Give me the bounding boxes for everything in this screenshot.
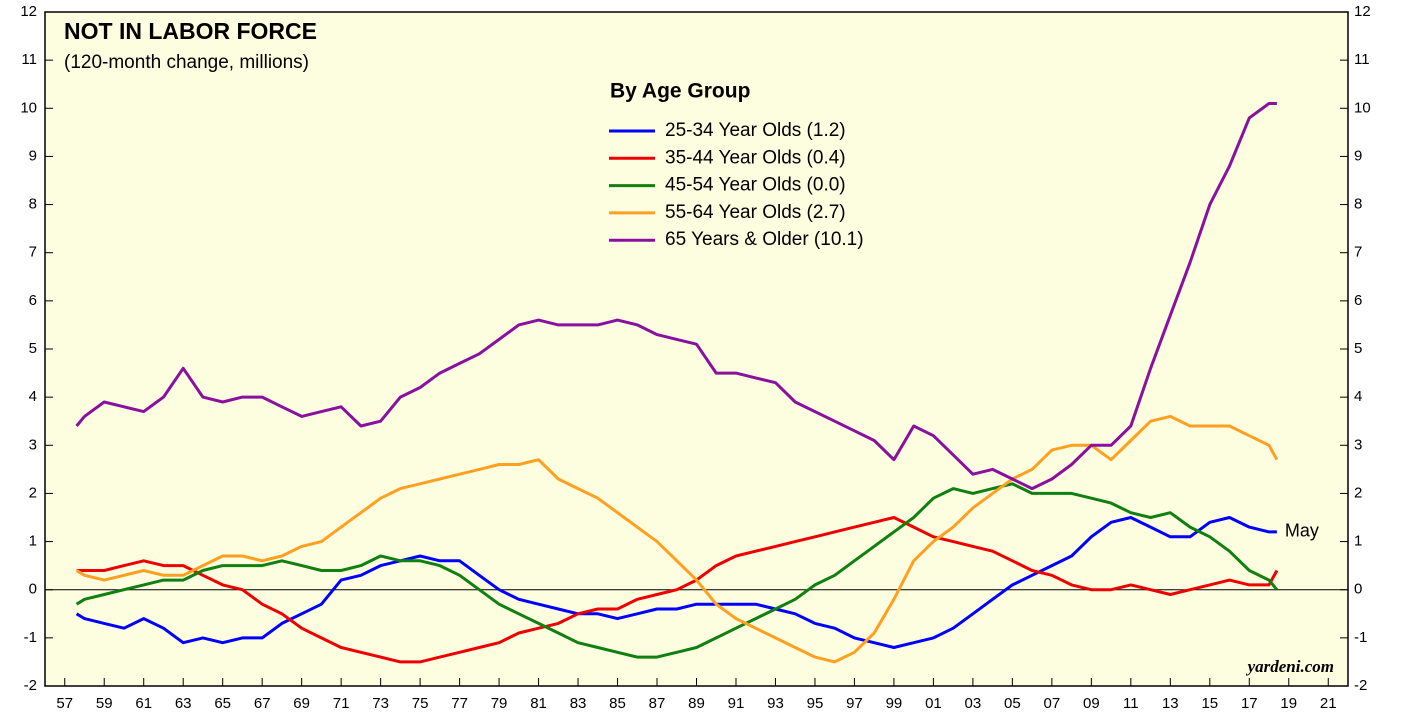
y2-tick-label: 7 (1354, 244, 1362, 261)
y-tick-label: 8 (29, 196, 37, 213)
series-line (75, 102, 1277, 491)
legend-label: 45-54 Year Olds (0.0) (665, 175, 846, 196)
y-tick-label: 11 (21, 51, 37, 68)
series-line (75, 482, 1279, 659)
y2-tick-label: 12 (1354, 3, 1371, 20)
y2-tick-label: 8 (1354, 196, 1362, 213)
y2-tick-label: 6 (1354, 292, 1362, 309)
x-tick-label: 69 (293, 695, 310, 712)
y-tick-label: 6 (29, 292, 37, 309)
x-tick-label: 21 (1320, 695, 1337, 712)
y-tick-label: 1 (29, 533, 37, 550)
x-tick-label: 93 (767, 695, 784, 712)
y2-tick-label: 4 (1354, 388, 1362, 405)
x-tick-label: 83 (570, 695, 587, 712)
legend-title: By Age Group (610, 80, 750, 103)
y-tick-label: 9 (29, 147, 37, 164)
y-tick-label: 4 (29, 388, 37, 405)
x-tick-label: 19 (1280, 695, 1297, 712)
y2-tick-label: 9 (1354, 147, 1362, 164)
x-tick-label: 79 (491, 695, 508, 712)
x-tick-label: 65 (214, 695, 231, 712)
x-tick-label: 71 (333, 695, 350, 712)
y-tick-label: 10 (20, 99, 37, 116)
chart-subtitle: (120-month change, millions) (64, 52, 309, 73)
x-tick-label: 59 (96, 695, 113, 712)
y2-tick-label: -2 (1354, 677, 1367, 694)
x-tick-label: 99 (886, 695, 903, 712)
x-tick-label: 13 (1162, 695, 1179, 712)
x-tick-label: 85 (609, 695, 626, 712)
x-tick-label: 09 (1083, 695, 1100, 712)
x-tick-label: 17 (1241, 695, 1258, 712)
x-tick-label: 91 (728, 695, 745, 712)
x-tick-label: 77 (451, 695, 468, 712)
x-tick-label: 97 (846, 695, 863, 712)
y-tick-label: 3 (29, 436, 37, 453)
y2-tick-label: 10 (1354, 99, 1371, 116)
legend-label: 65 Years & Older (10.1) (665, 229, 864, 250)
x-tick-label: 89 (688, 695, 705, 712)
legend-label: 25-34 Year Olds (1.2) (665, 120, 846, 141)
x-tick-label: 03 (965, 695, 982, 712)
legend-label: 35-44 Year Olds (0.4) (665, 147, 846, 168)
x-tick-label: 75 (412, 695, 429, 712)
x-tick-label: 07 (1044, 695, 1061, 712)
series-line (75, 516, 1277, 649)
y2-tick-label: 2 (1354, 484, 1362, 501)
x-tick-label: 63 (175, 695, 192, 712)
y-tick-label: 2 (29, 484, 37, 501)
chart-title: NOT IN LABOR FORCE (64, 18, 317, 44)
series-line (76, 516, 1279, 664)
x-tick-label: 95 (807, 695, 824, 712)
end-label: May (1285, 521, 1319, 541)
x-tick-label: 81 (530, 695, 547, 712)
x-tick-label: 15 (1201, 695, 1218, 712)
x-tick-label: 11 (1123, 695, 1139, 712)
y-tick-label: 0 (29, 581, 37, 598)
x-tick-label: 05 (1004, 695, 1021, 712)
y2-tick-label: 5 (1354, 340, 1362, 357)
y-tick-label: -2 (24, 677, 37, 694)
x-tick-label: 61 (135, 695, 152, 712)
series-line (75, 414, 1279, 664)
y2-tick-label: 0 (1354, 581, 1362, 598)
x-tick-label: 01 (925, 695, 942, 712)
y2-tick-label: -1 (1354, 629, 1367, 646)
x-tick-label: 87 (649, 695, 666, 712)
plot-area (44, 11, 1349, 687)
y2-tick-label: 1 (1354, 533, 1362, 550)
y2-tick-label: 11 (1354, 51, 1370, 68)
y-tick-label: 5 (29, 340, 37, 357)
y2-tick-label: 3 (1354, 436, 1362, 453)
source-label: yardeni.com (1246, 657, 1334, 676)
x-tick-label: 73 (372, 695, 389, 712)
legend-label: 55-64 Year Olds (2.7) (665, 202, 846, 223)
y-tick-label: -1 (24, 629, 37, 646)
x-tick-label: 67 (254, 695, 271, 712)
x-tick-label: 57 (56, 695, 73, 712)
y-tick-label: 12 (20, 3, 37, 20)
y-tick-label: 7 (29, 244, 37, 261)
